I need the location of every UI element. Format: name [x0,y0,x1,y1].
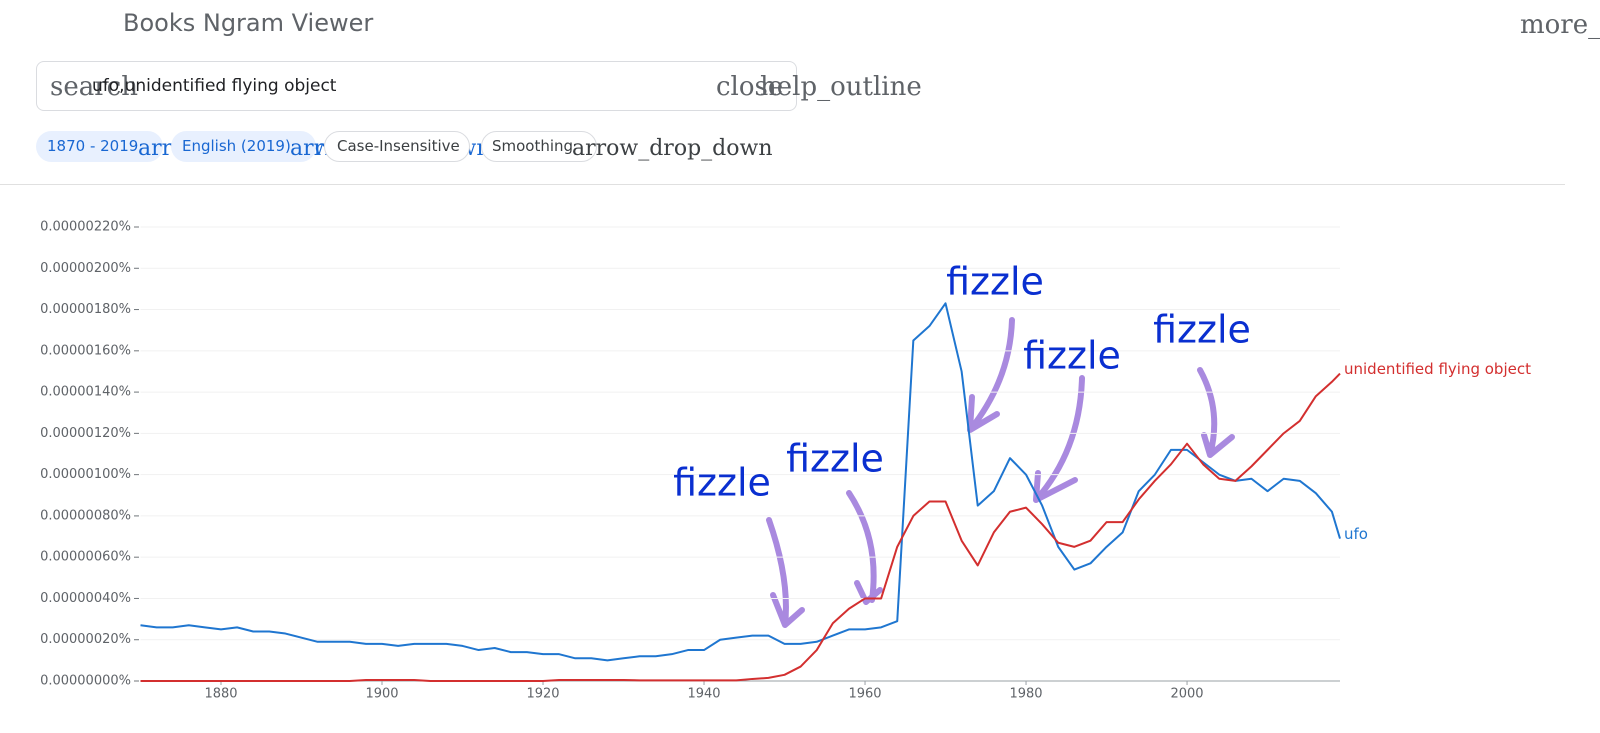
annotation: fizzle [673,461,771,505]
series-label: unidentified flying object [1344,360,1531,378]
arrow [1197,367,1235,458]
smoothing-chip[interactable]: Smoothing [481,131,597,162]
menu-button[interactable]: more_vert [1520,10,1600,40]
y-tick-label: 0.00000140% [40,385,131,400]
arrow [846,490,883,605]
y-tick-label: 0.00000180% [40,302,131,317]
arrow [766,517,805,628]
annotation: fizzle [786,437,884,481]
x-tick-label: 1880 [204,687,237,702]
y-tick-label: 0.00000160% [40,343,131,358]
search-box[interactable] [36,61,797,111]
y-tick-label: 0.00000020% [40,632,131,647]
chip-label: English (2019) [182,137,291,155]
date-range-chip[interactable]: 1870 - 2019 [36,131,163,162]
x-tick-label: 2000 [1170,687,1203,702]
x-tick-label: 1940 [687,687,720,702]
annotation: fizzle [946,260,1044,304]
y-tick-label: 0.00000100% [40,467,131,482]
search-icon: search [50,72,138,102]
chip-label: Case-Insensitive [337,137,460,155]
series-line [140,302,1341,662]
series-line [140,372,1341,682]
app-title: Books Ngram Viewer [123,9,374,37]
chip-label: Smoothing [492,137,574,155]
annotation: fizzle [1023,334,1121,378]
x-tick-label: 1920 [526,687,559,702]
help-button[interactable]: help_outline [760,72,922,102]
annotation: fizzle [1153,308,1251,352]
y-tick-label: 0.00000120% [40,426,131,441]
y-tick-label: 0.00000200% [40,261,131,276]
y-tick-label: 0.00000060% [40,550,131,565]
corpus-chip[interactable]: English (2019) [171,131,316,162]
case-chip[interactable]: Case-Insensitive [324,131,470,162]
x-tick-label: 1980 [1009,687,1042,702]
x-tick-label: 1900 [365,687,398,702]
y-tick-label: 0.00000220% [40,220,131,235]
y-tick-label: 0.00000040% [40,591,131,606]
y-tick-label: 0.00000000% [40,674,131,689]
x-tick-label: 1960 [848,687,881,702]
series-label: ufo [1344,525,1368,543]
clear-button[interactable]: close [716,72,784,102]
arrow [967,317,1015,433]
chart: 0.00000000% 0.00000020% 0.00000040% 0.00000… [40,220,1531,702]
arrow [1033,375,1085,503]
y-tick-label: 0.00000080% [40,508,131,523]
chip-icon: arrow_drop_down [572,136,773,161]
annotation-arrows [766,317,1235,628]
search-query[interactable]: ufo,unidentified flying object [92,76,337,96]
chip-label: 1870 - 2019 [47,137,139,155]
divider [0,184,1565,185]
